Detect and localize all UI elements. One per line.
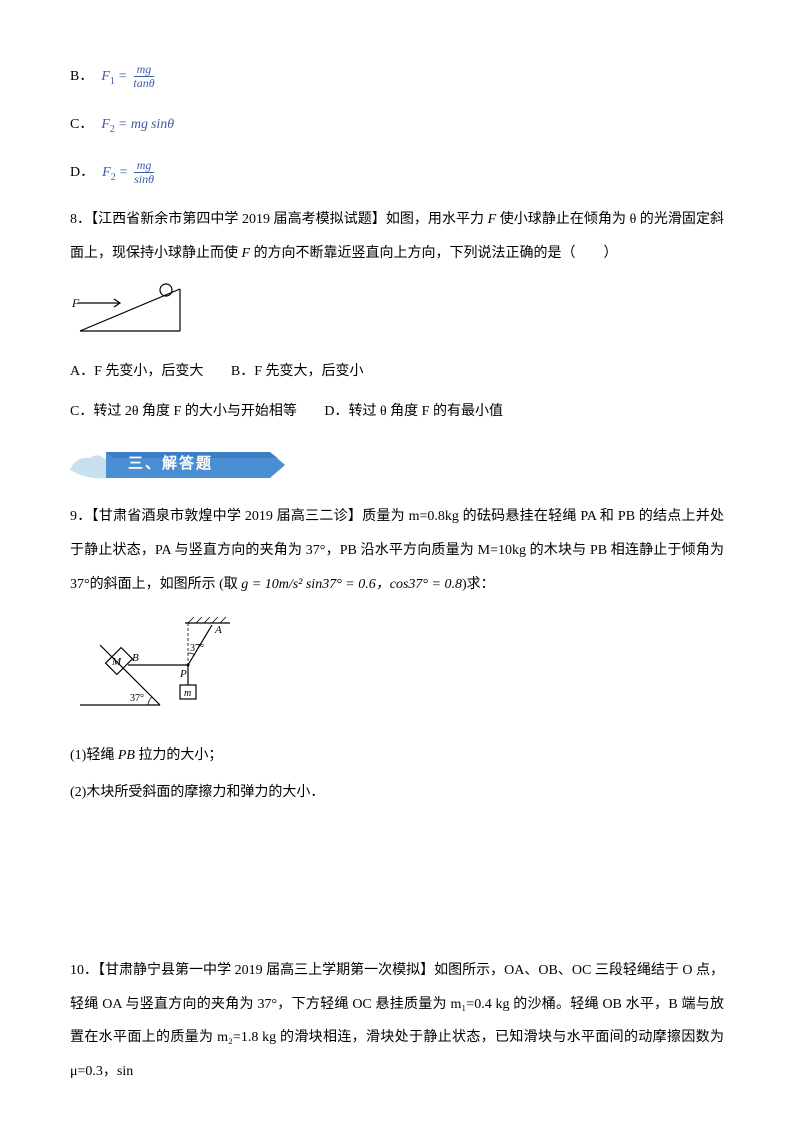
option-b-formula: F1 = mgtanθ: [101, 60, 157, 94]
q8-opt-d: D．转过 θ 角度 F 的有最小值: [324, 404, 503, 419]
q8-diagram: F: [70, 281, 190, 336]
svg-text:A: A: [214, 624, 222, 636]
q8-opt-c: C．转过 2θ 角度 F 的大小与开始相等: [70, 404, 297, 419]
q8-opt-b: B．F 先变大，后变小: [231, 364, 364, 379]
option-c-formula: F2 = mg sinθ: [101, 108, 174, 142]
q9-sub2: (2)木块所受斜面的摩擦力和弹力的大小．: [70, 776, 724, 810]
option-d-label: D．: [70, 156, 94, 190]
option-b-label: B．: [70, 60, 93, 94]
q9-diagram: M 37° P B A 37° m: [70, 615, 240, 715]
option-d: D． F2 = mgsinθ: [70, 156, 724, 190]
svg-text:F: F: [71, 296, 80, 310]
spacer: [70, 814, 724, 954]
q9-sub1: (1)轻绳 PB 拉力的大小；: [70, 739, 724, 773]
svg-text:M: M: [111, 656, 122, 668]
q8-options-ab: A．F 先变小，后变大 B．F 先变大，后变小: [70, 355, 724, 389]
option-c-label: C．: [70, 108, 93, 142]
option-b: B． F1 = mgtanθ: [70, 60, 724, 94]
option-d-formula: F2 = mgsinθ: [102, 156, 157, 190]
svg-text:37°: 37°: [130, 693, 144, 704]
section-title: 三、解答题: [128, 446, 213, 482]
question-10-text: 10．【甘肃静宁县第一中学 2019 届高三上学期第一次模拟】如图所示，OA、O…: [70, 954, 724, 1088]
q8-opt-a: A．F 先变小，后变大: [70, 364, 203, 379]
question-9-text: 9．【甘肃省酒泉市敦煌中学 2019 届高三二诊】质量为 m=0.8kg 的砝码…: [70, 500, 724, 601]
section-banner: 三、解答题: [70, 446, 300, 484]
svg-text:m: m: [184, 688, 191, 699]
svg-text:B: B: [132, 652, 139, 664]
svg-text:P: P: [179, 668, 187, 680]
q8-options-cd: C．转过 2θ 角度 F 的大小与开始相等 D．转过 θ 角度 F 的有最小值: [70, 395, 724, 429]
option-c: C． F2 = mg sinθ: [70, 108, 724, 142]
svg-text:37°: 37°: [190, 643, 204, 654]
question-8-text: 8．【江西省新余市第四中学 2019 届高考模拟试题】如图，用水平力 F 使小球…: [70, 203, 724, 270]
